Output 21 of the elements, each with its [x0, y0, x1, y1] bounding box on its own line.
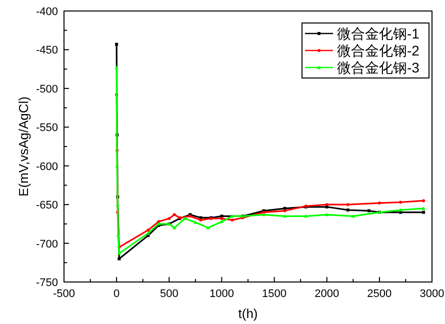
y-axis-title: E(mV,vsAg/AgCl) [16, 96, 31, 196]
legend-label: 微合金化钢-3 [337, 60, 420, 76]
y-tick-label: -750 [36, 277, 58, 289]
y-tick-label: -700 [36, 238, 58, 250]
y-tick-label: -550 [36, 122, 58, 134]
x-tick-label: -500 [52, 288, 76, 300]
x-tick-label: 1000 [209, 288, 234, 300]
y-tick-label: -450 [36, 44, 58, 57]
y-tick-label: -650 [36, 200, 58, 212]
x-tick-label: 1500 [262, 288, 287, 300]
x-axis-title: t(h) [238, 306, 258, 321]
y-tick-label: -600 [36, 160, 58, 173]
x-tick-label: 500 [160, 288, 178, 300]
y-tick-label: -500 [36, 83, 58, 96]
x-tick-label: 3000 [420, 288, 444, 300]
x-tick-label: 0 [114, 288, 120, 300]
legend-label: 微合金化钢-2 [337, 42, 420, 58]
x-tick-label: 2000 [314, 288, 340, 300]
x-tick-label: 2500 [367, 288, 392, 300]
y-tick-label: -400 [36, 6, 58, 18]
legend-label: 微合金化钢-1 [337, 26, 420, 42]
